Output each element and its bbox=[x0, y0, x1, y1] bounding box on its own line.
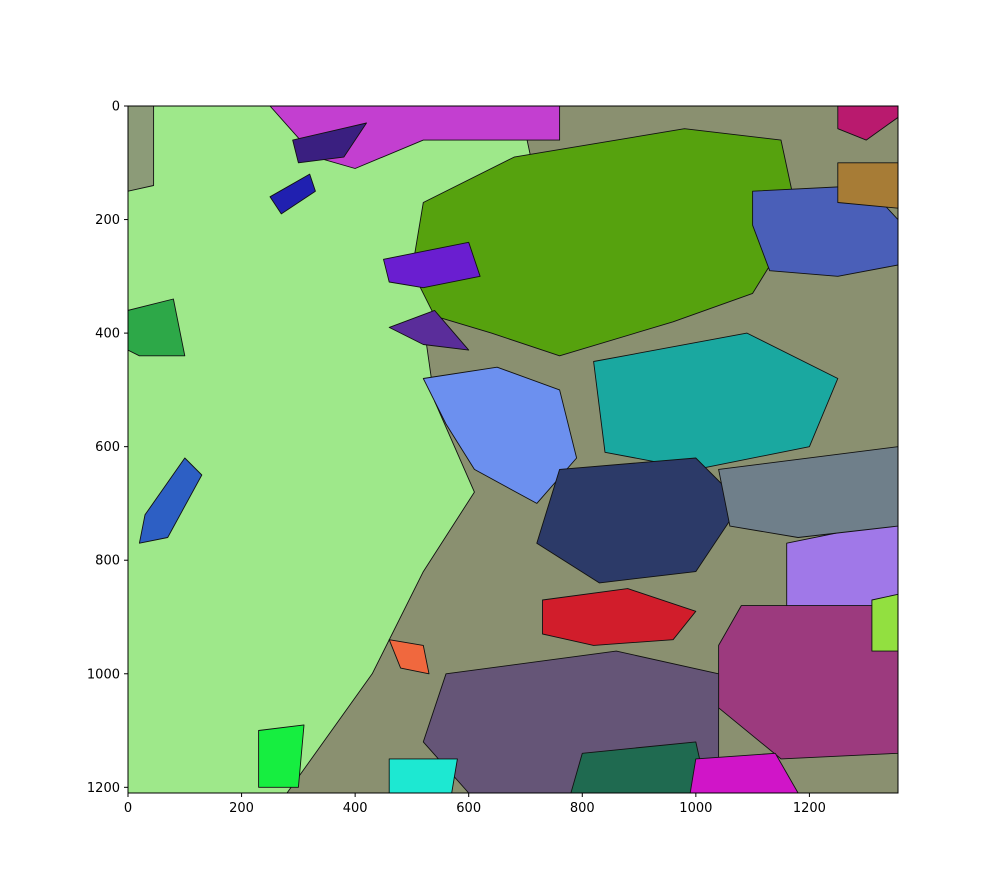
region-bright-lime-patch-east bbox=[871, 593, 898, 652]
y-tick-label: 1000 bbox=[87, 667, 120, 682]
x-tick-label: 1000 bbox=[679, 801, 712, 816]
region-magenta-southeast bbox=[689, 752, 799, 793]
region-red-block bbox=[542, 588, 697, 646]
region-dark-green-southeast bbox=[570, 741, 708, 793]
region-dark-indigo-lake bbox=[292, 122, 367, 164]
region-cyan-patch-south bbox=[388, 758, 458, 793]
y-tick-label: 200 bbox=[95, 213, 120, 228]
x-tick-label: 400 bbox=[343, 801, 368, 816]
region-crimson-patch-northeast bbox=[837, 106, 898, 141]
y-tick-label: 600 bbox=[95, 440, 120, 455]
y-tick-label: 1200 bbox=[87, 781, 120, 796]
region-blue-lake-west bbox=[138, 457, 203, 544]
region-orange-red-patch bbox=[388, 639, 430, 675]
y-tick-label: 400 bbox=[95, 327, 120, 342]
x-tick-label: 600 bbox=[456, 801, 481, 816]
region-brown-patch-northeast bbox=[837, 162, 898, 209]
region-dark-navy-block bbox=[536, 457, 742, 584]
x-tick-label: 200 bbox=[229, 801, 254, 816]
region-green-patch-west bbox=[128, 298, 186, 357]
plot-frame bbox=[127, 105, 899, 794]
region-bright-green-patch-south bbox=[258, 724, 305, 788]
region-purple-region-southeast bbox=[718, 605, 898, 760]
regions-layer bbox=[128, 106, 898, 793]
region-sage-strip-west bbox=[128, 106, 155, 192]
x-axis: 0 200 400 600 800 1000 1200 bbox=[124, 793, 826, 816]
x-tick-label: 0 bbox=[124, 801, 132, 816]
region-blue-ribbon-lake bbox=[269, 173, 316, 215]
region-gray-slate-east bbox=[718, 446, 898, 538]
y-tick-label: 800 bbox=[95, 554, 120, 569]
y-tick-label: 0 bbox=[112, 100, 120, 115]
region-violet-patch-north bbox=[383, 241, 481, 289]
region-teal-block-center bbox=[593, 332, 839, 470]
region-olive-green-block-north bbox=[411, 128, 799, 357]
x-tick-label: 800 bbox=[570, 801, 595, 816]
y-axis: 0 200 400 600 800 1000 1200 bbox=[87, 100, 128, 796]
region-purple-dark-ribbon bbox=[388, 309, 470, 351]
x-tick-label: 1200 bbox=[793, 801, 826, 816]
